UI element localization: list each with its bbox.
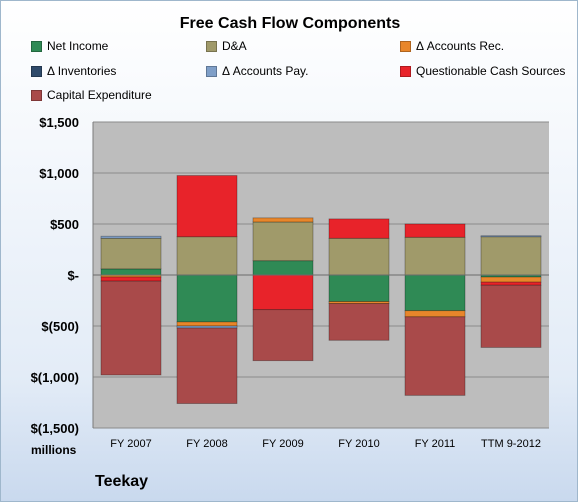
bar-segment xyxy=(404,274,466,312)
bar-segment xyxy=(328,303,390,341)
bar-segment xyxy=(100,268,162,276)
legend-label: Δ Accounts Rec. xyxy=(416,39,505,53)
bar-segment xyxy=(100,280,162,376)
bar-segment xyxy=(176,321,238,327)
bar-segment xyxy=(176,274,238,323)
y-tick-label: $(500) xyxy=(41,319,79,334)
y-tick-label: $(1,500) xyxy=(31,421,79,436)
x-tick-label: FY 2011 xyxy=(415,438,456,450)
legend-item: Net Income xyxy=(31,39,108,53)
legend-item: Questionable Cash Sources xyxy=(400,64,565,78)
bar-segment xyxy=(252,274,314,311)
legend-item: Capital Expenditure xyxy=(31,88,152,102)
bar-segment xyxy=(404,310,466,318)
legend-item: D&A xyxy=(206,39,247,53)
bar-segment xyxy=(252,309,314,362)
company-label: Teekay xyxy=(95,473,149,490)
legend-swatch xyxy=(31,66,42,78)
bar-segment xyxy=(328,237,390,276)
legend-swatch xyxy=(400,41,411,53)
bar-segment xyxy=(480,284,542,348)
legend-swatch xyxy=(206,41,217,53)
bar-segment xyxy=(100,276,162,282)
y-tick-label: $1,000 xyxy=(39,166,79,181)
x-tick-label: FY 2009 xyxy=(262,438,303,450)
bar-segment xyxy=(404,316,466,396)
x-tick-label: TTM 9-2012 xyxy=(481,438,541,450)
y-tick-label: $(1,000) xyxy=(31,370,79,385)
x-tick-label: FY 2008 xyxy=(186,438,227,450)
bar-segment xyxy=(480,235,542,238)
units-label: millions xyxy=(31,443,77,457)
y-tick-label: $- xyxy=(67,268,79,283)
bar-segment xyxy=(252,217,314,223)
legend-label: Capital Expenditure xyxy=(47,88,152,102)
bar-segment xyxy=(252,221,314,262)
bar-segment xyxy=(252,260,314,276)
bar-segment xyxy=(100,235,162,239)
bar-segment xyxy=(328,218,390,239)
legend-swatch xyxy=(31,41,42,53)
bar-segment xyxy=(176,327,238,404)
legend-item: Δ Inventories xyxy=(31,64,116,78)
legend-label: Δ Inventories xyxy=(47,64,117,78)
y-tick-label: $500 xyxy=(50,217,79,232)
bar-segment xyxy=(480,281,542,286)
bar-segment xyxy=(480,276,542,283)
legend-label: Questionable Cash Sources xyxy=(416,64,566,78)
legend-swatch xyxy=(206,66,217,78)
legend-swatch xyxy=(400,66,411,78)
bar-segment xyxy=(176,236,238,276)
x-tick-label: FY 2010 xyxy=(338,438,379,450)
bar-segment xyxy=(100,237,162,270)
x-tick-label: FY 2007 xyxy=(110,438,151,450)
legend-label: Net Income xyxy=(47,39,109,53)
bar-segment xyxy=(404,223,466,238)
legend-swatch xyxy=(31,90,42,102)
bar-segment xyxy=(404,236,466,276)
legend-label: D&A xyxy=(222,39,247,53)
legend-label: Δ Accounts Pay. xyxy=(222,64,309,78)
legend-item: Δ Accounts Pay. xyxy=(206,64,309,78)
y-tick-label: $1,500 xyxy=(39,115,79,130)
bar-segment xyxy=(328,274,390,302)
legend-item: Δ Accounts Rec. xyxy=(400,39,504,53)
bar-segment xyxy=(480,236,542,276)
chart-title: Free Cash Flow Components xyxy=(179,15,401,32)
bar-segment xyxy=(176,175,238,238)
